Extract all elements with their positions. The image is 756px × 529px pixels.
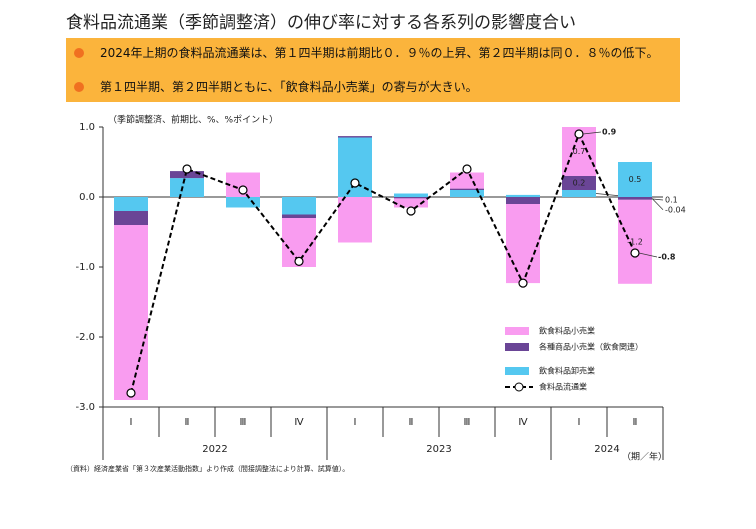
legend-label: 食料品流通業	[539, 382, 587, 392]
bar-segment	[450, 188, 484, 190]
x-axis-label: （期／年）	[622, 451, 667, 463]
data-label: 0.7	[573, 147, 586, 156]
x-tick-label: Ⅲ	[464, 417, 471, 428]
line-marker	[126, 388, 136, 398]
data-label: 0.5	[629, 175, 642, 184]
y-tick-label: -3.0	[75, 402, 95, 413]
x-tick-label: Ⅱ	[633, 417, 638, 428]
bar-segment	[394, 198, 428, 208]
summary-box: 2024年上期の食料品流通業は、第１四半期は前期比０．９％の上昇、第２四半期は同…	[66, 38, 680, 102]
legend-label: 飲食料品小売業	[539, 326, 595, 336]
x-tick-label: Ⅱ	[185, 417, 190, 428]
chart-title: 食料品流通業（季節調整済）の伸び率に対する各系列の影響度合い	[66, 13, 576, 33]
y-tick-label: -2.0	[75, 332, 95, 343]
bar-segment	[282, 214, 316, 218]
summary-point: 2024年上期の食料品流通業は、第１四半期は前期比０．９％の上昇、第２四半期は同…	[74, 46, 660, 60]
bar-segment	[282, 197, 316, 215]
label-leader	[582, 131, 602, 135]
x-tick-label: Ⅲ	[240, 417, 247, 428]
label-leader	[638, 252, 658, 258]
x-tick-label: Ⅰ	[130, 417, 133, 428]
bar-segment	[562, 190, 596, 197]
bar-segment	[114, 225, 148, 400]
data-label: -0.04	[665, 205, 686, 214]
bar-segment	[618, 199, 652, 284]
bar-segment	[450, 172, 484, 189]
x-tick-label: Ⅰ	[578, 417, 581, 428]
line-marker	[182, 164, 192, 174]
line-marker	[406, 206, 416, 216]
x-tick-label: Ⅳ	[518, 417, 528, 428]
bar-segment	[394, 197, 428, 199]
bar-segment	[506, 204, 540, 284]
bar-segment	[450, 190, 484, 197]
bar-segment	[170, 171, 204, 179]
line-marker	[630, 248, 640, 258]
line-marker	[350, 178, 360, 188]
line-marker	[294, 256, 304, 266]
x-tick-label: Ⅳ	[294, 417, 304, 428]
line	[130, 131, 636, 394]
legend-swatch	[505, 343, 529, 351]
line-marker	[574, 129, 584, 139]
bar-segment	[114, 197, 148, 211]
line-data-label: -0.8	[658, 253, 676, 262]
y-tick-label: 0.0	[79, 192, 95, 203]
x-tick-label: Ⅱ	[409, 417, 414, 428]
line-marker	[238, 185, 248, 195]
y-tick-label: 1.0	[79, 122, 95, 133]
year-label: 2022	[202, 444, 227, 455]
bar-segment	[338, 197, 372, 243]
summary-point: 第１四半期、第２四半期ともに、「飲食料品小売業」の寄与が大きい。	[74, 80, 660, 94]
bar-segment	[394, 193, 428, 197]
data-label: 0.2	[573, 179, 586, 188]
data-label: -1.2	[627, 237, 643, 246]
legend-swatch	[505, 367, 529, 375]
y-tick-label: -1.0	[75, 262, 95, 273]
legend-label: 飲食料品卸売業	[539, 366, 595, 376]
bar-segment	[226, 197, 260, 208]
bar-segment	[170, 178, 204, 197]
year-label: 2024	[594, 444, 619, 455]
legend-swatch	[505, 327, 529, 335]
bar-segment	[618, 162, 652, 197]
data-label: 0.1	[665, 196, 678, 205]
x-tick-label: Ⅰ	[354, 417, 357, 428]
bar-segment	[338, 136, 372, 138]
bar-segment	[618, 197, 652, 200]
label-leader	[651, 198, 664, 211]
line-data-label: 0.9	[602, 128, 617, 137]
bar-segment	[506, 197, 540, 204]
bar-segment	[562, 176, 596, 190]
legend-label: 各種商品小売業（飲食関連）	[539, 342, 643, 352]
bar-segment	[114, 211, 148, 225]
bar-segment	[506, 194, 540, 197]
line-marker	[518, 278, 528, 288]
y-axis-label: （季節調整済、前期比、%、%ポイント）	[108, 114, 278, 126]
line-marker	[462, 164, 472, 174]
legend-marker	[514, 382, 524, 392]
year-label: 2023	[426, 444, 451, 455]
source-note: （資料）経済産業省「第３次産業活動指数」より作成（間接調整法により計算、試算値）…	[66, 464, 349, 473]
